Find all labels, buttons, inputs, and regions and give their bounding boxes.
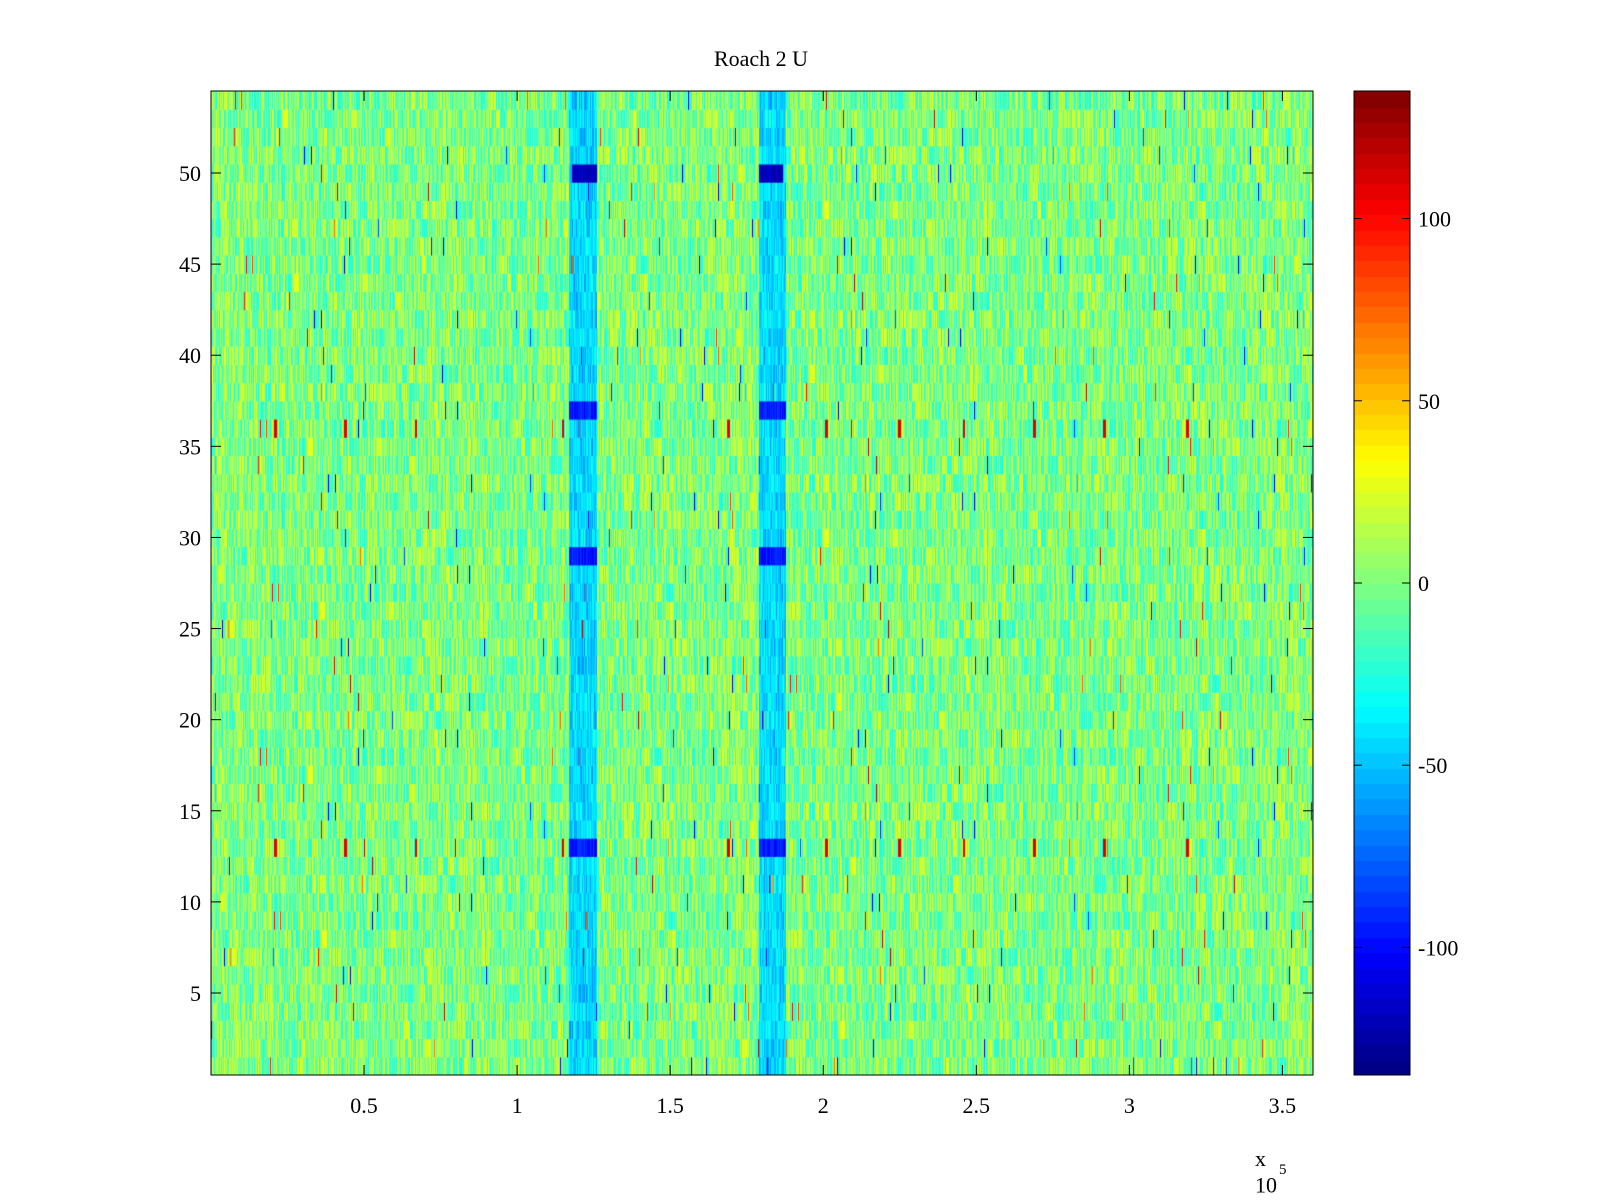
colorbar-tick-label: -50 [1418, 753, 1447, 778]
colorbar-frame [1353, 90, 1411, 1076]
colorbar-gradient [1354, 91, 1410, 1075]
chart-title: Roach 2 U [713, 46, 809, 71]
x-multiplier-base: x 10 [1255, 1146, 1277, 1198]
colorbar-tick-label: 100 [1418, 207, 1451, 232]
x-tick-label: 1 [512, 1093, 523, 1118]
y-tick-label: 25 [179, 617, 201, 642]
colorbar-tick-label: 50 [1418, 389, 1440, 414]
heatmap-image [211, 91, 1313, 1075]
y-tick-label: 45 [179, 252, 201, 277]
y-tick-label: 35 [179, 434, 201, 459]
y-tick-label: 30 [179, 525, 201, 550]
y-tick-label: 50 [179, 161, 201, 186]
x-tick-label: 3 [1124, 1093, 1135, 1118]
y-tick-label: 5 [190, 981, 201, 1006]
x-tick-label: 3.5 [1269, 1093, 1297, 1118]
x-tick-label: 0.5 [350, 1093, 378, 1118]
colorbar-tick-label: -100 [1418, 935, 1458, 960]
x-multiplier-exponent: 5 [1279, 1162, 1287, 1178]
x-tick-label: 2.5 [963, 1093, 991, 1118]
colorbar-tick-label: 0 [1418, 571, 1429, 596]
y-tick-label: 15 [179, 799, 201, 824]
x-tick-label: 1.5 [656, 1093, 684, 1118]
plot-frame [210, 90, 1314, 1076]
y-tick-label: 20 [179, 708, 201, 733]
y-tick-label: 10 [179, 890, 201, 915]
axes-layer: 0.5 1 1.5 2 2.5 3 3.5 5 10 15 20 25 30 35 40 45 50 -100 -5… [179, 90, 1458, 1118]
x-tick-label: 2 [818, 1093, 829, 1118]
x-multiplier-label: x 105 [1255, 1146, 1287, 1198]
y-tick-label: 40 [179, 343, 201, 368]
